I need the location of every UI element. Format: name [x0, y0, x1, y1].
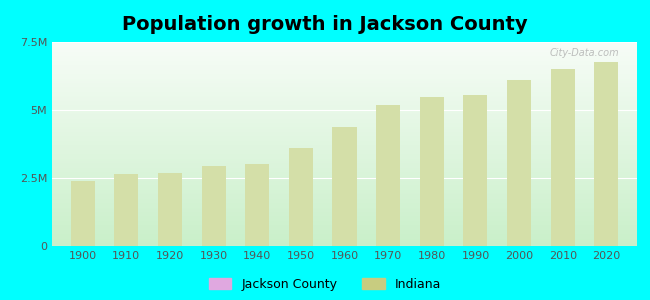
Legend: Jackson County, Indiana: Jackson County, Indiana: [209, 278, 441, 291]
Bar: [245, 164, 269, 246]
Text: Population growth in Jackson County: Population growth in Jackson County: [122, 15, 528, 34]
Bar: [158, 172, 182, 246]
Text: City-Data.com: City-Data.com: [550, 48, 619, 58]
Bar: [463, 95, 488, 246]
Bar: [333, 127, 356, 246]
Bar: [376, 105, 400, 246]
Bar: [551, 69, 575, 246]
Bar: [507, 80, 531, 246]
Bar: [420, 97, 444, 246]
Bar: [71, 181, 94, 246]
Bar: [202, 166, 226, 246]
Bar: [289, 148, 313, 246]
Bar: [114, 174, 138, 246]
Bar: [595, 62, 618, 246]
